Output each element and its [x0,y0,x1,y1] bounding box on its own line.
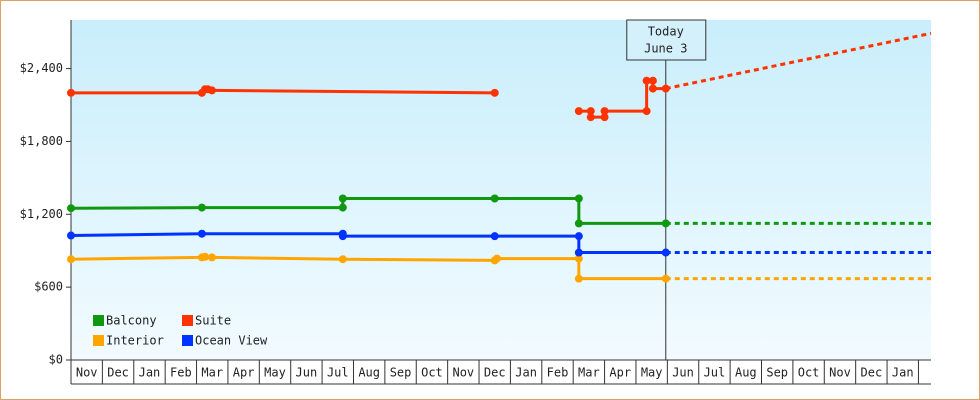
projection-line [665,31,932,91]
data-point [574,107,583,116]
data-point [490,232,499,241]
data-point [207,86,216,95]
data-point [600,107,609,116]
data-point [338,194,347,203]
x-tick-label: Jul [327,366,349,380]
x-tick-label: Jan [892,366,914,380]
data-point [67,88,75,97]
data-point [661,219,670,228]
x-tick-label: Oct [421,366,443,380]
x-tick-label: May [641,366,663,380]
x-tick-label: Apr [609,366,631,380]
x-tick-label: Jan [515,366,537,380]
x-tick-label: Dec [861,366,883,380]
x-tick-label: Jan [139,366,161,380]
today-label: Today [648,25,684,39]
data-point [490,88,499,97]
x-tick-label: Nov [452,366,474,380]
x-tick-label: Apr [233,366,255,380]
y-tick-label: $2,400 [20,61,63,75]
legend-label: Ocean View [195,334,268,348]
x-tick-label: Sep [390,366,412,380]
data-point [490,194,499,203]
x-tick-label: Mar [578,366,600,380]
x-tick-label: Dec [484,366,506,380]
data-point [642,107,651,116]
x-tick-label: Nov [76,366,98,380]
legend-swatch [182,335,193,346]
data-point [642,76,651,85]
data-point [648,84,657,93]
data-point [338,203,347,212]
data-point [586,107,595,116]
data-point [586,113,595,122]
x-tick-label: Aug [735,366,757,380]
series-line [70,197,666,225]
data-point [574,254,583,263]
data-point [574,274,583,283]
y-tick-label: $0 [49,353,63,367]
x-tick-label: Dec [107,366,129,380]
x-tick-label: Sep [766,366,788,380]
data-point [574,248,583,257]
legend-swatch [93,315,104,326]
y-tick-label: $1,800 [20,134,63,148]
x-tick-label: Jun [672,366,694,380]
x-tick-label: Feb [170,366,192,380]
today-label: June 3 [644,42,687,56]
today-box [626,19,707,61]
legend-label: Interior [106,334,164,348]
data-point [207,253,216,262]
data-point [197,203,206,212]
legend-swatch [93,335,104,346]
y-tick-label: $600 [34,280,63,294]
data-point [492,254,501,263]
legend-swatch [182,315,193,326]
legend-label: Suite [195,314,231,328]
data-point [67,204,75,213]
data-point [661,248,670,257]
data-point [661,84,670,93]
x-tick-label: May [264,366,286,380]
data-point [574,194,583,203]
legend-label: Balcony [106,314,157,328]
data-point [338,232,347,241]
data-point [67,255,75,264]
data-point [574,232,583,241]
data-point [574,219,583,228]
data-point [661,274,670,283]
data-point [67,231,75,240]
data-point [201,252,210,261]
data-point [648,76,657,85]
x-tick-label: Jul [704,366,726,380]
data-point [197,229,206,238]
x-tick-label: Oct [798,366,820,380]
x-tick-label: Aug [358,366,380,380]
y-tick-label: $1,200 [20,207,63,221]
data-point [600,113,609,122]
plot-area [71,20,931,360]
data-point [338,255,347,264]
x-tick-label: Mar [201,366,223,380]
x-tick-label: Feb [547,366,569,380]
x-tick-label: Jun [296,366,318,380]
x-tick-label: Nov [829,366,851,380]
